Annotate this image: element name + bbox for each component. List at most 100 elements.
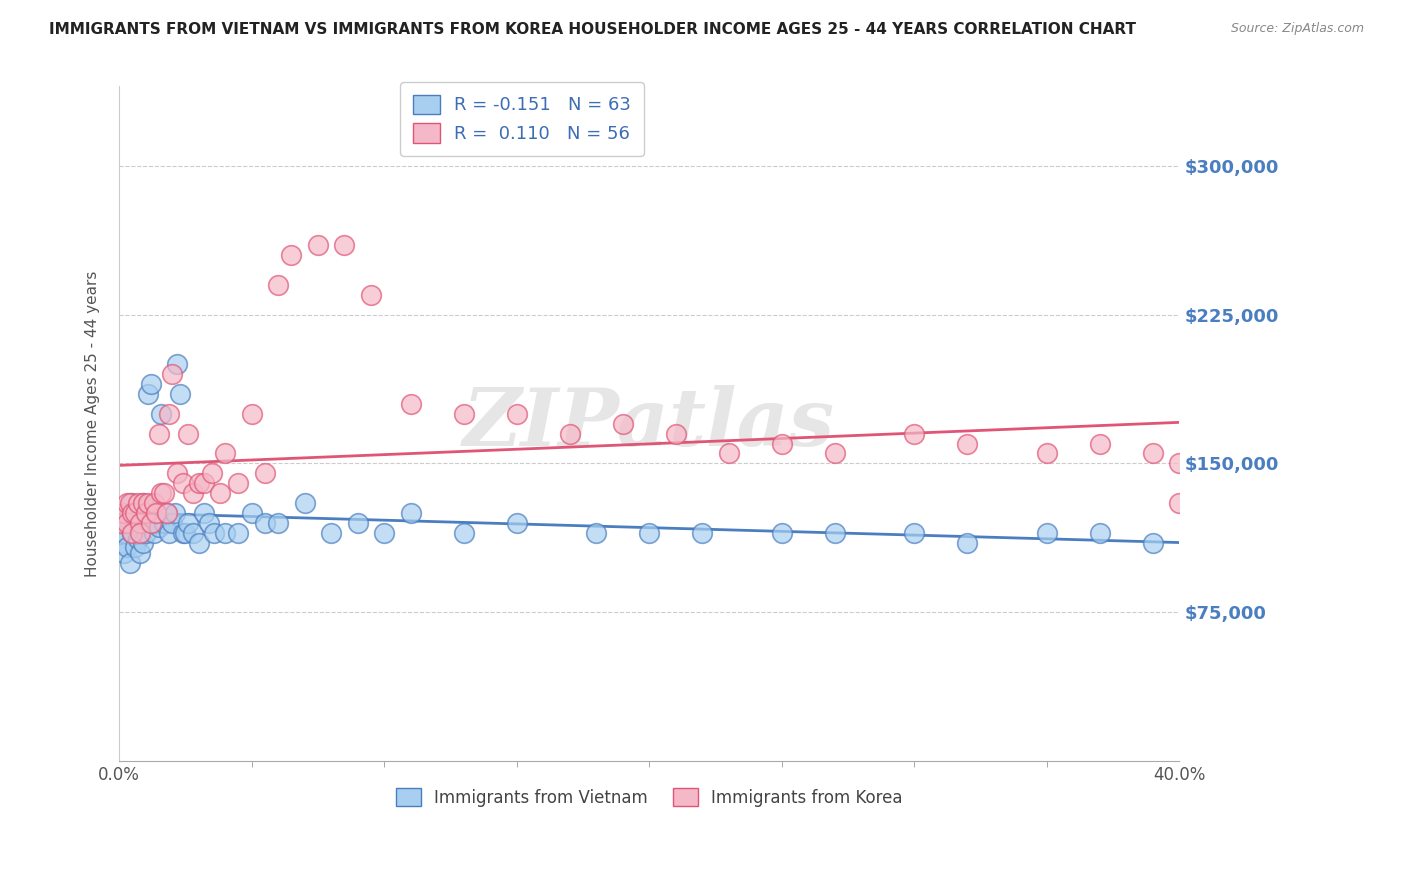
Point [214, 446, 236, 460]
Point [204, 525, 226, 540]
Point [145, 506, 167, 520]
Point [240, 407, 263, 421]
Point [956, 536, 979, 550]
Point [333, 238, 356, 252]
Point [253, 516, 276, 530]
Point [253, 467, 276, 481]
Point [118, 556, 141, 570]
Point [373, 525, 395, 540]
Point [280, 248, 302, 262]
Point [177, 516, 200, 530]
Point [121, 506, 143, 520]
Point [156, 506, 179, 520]
Point [240, 506, 263, 520]
Point [132, 536, 155, 550]
Point [118, 516, 141, 530]
Point [505, 516, 527, 530]
Point [136, 387, 159, 401]
Point [127, 532, 149, 546]
Point [160, 516, 183, 530]
Point [585, 525, 607, 540]
Point [142, 496, 165, 510]
Point [148, 520, 170, 534]
Point [612, 417, 634, 431]
Point [174, 525, 197, 540]
Point [135, 525, 157, 540]
Point [177, 426, 200, 441]
Point [124, 506, 146, 520]
Point [201, 467, 224, 481]
Point [1168, 457, 1191, 471]
Point [124, 540, 146, 554]
Point [228, 476, 250, 491]
Point [172, 525, 194, 540]
Point [121, 525, 143, 540]
Point [118, 496, 141, 510]
Point [112, 546, 135, 560]
Point [346, 516, 368, 530]
Point [453, 525, 475, 540]
Point [150, 407, 173, 421]
Point [166, 357, 188, 371]
Point [187, 536, 209, 550]
Point [214, 525, 236, 540]
Point [156, 506, 179, 520]
Point [824, 525, 846, 540]
Point [129, 546, 152, 560]
Point [824, 446, 846, 460]
Point [111, 516, 134, 530]
Point [638, 525, 661, 540]
Point [1142, 536, 1164, 550]
Point [228, 525, 250, 540]
Point [153, 486, 176, 500]
Point [136, 496, 159, 510]
Point [115, 496, 138, 510]
Point [166, 467, 188, 481]
Point [132, 496, 155, 510]
Point [127, 516, 149, 530]
Point [770, 436, 793, 450]
Point [139, 516, 162, 530]
Point [1168, 496, 1191, 510]
Point [150, 486, 173, 500]
Point [1088, 525, 1111, 540]
Point [139, 377, 162, 392]
Point [903, 525, 925, 540]
Point [319, 525, 342, 540]
Point [690, 525, 713, 540]
Point [1035, 525, 1057, 540]
Legend: Immigrants from Vietnam, Immigrants from Korea: Immigrants from Vietnam, Immigrants from… [389, 781, 910, 814]
Text: ZIPatlas: ZIPatlas [463, 385, 835, 462]
Text: IMMIGRANTS FROM VIETNAM VS IMMIGRANTS FROM KOREA HOUSEHOLDER INCOME AGES 25 - 44: IMMIGRANTS FROM VIETNAM VS IMMIGRANTS FR… [49, 22, 1136, 37]
Point [1088, 436, 1111, 450]
Point [307, 238, 329, 252]
Point [148, 426, 170, 441]
Point [111, 516, 134, 530]
Point [169, 387, 191, 401]
Point [193, 506, 215, 520]
Point [558, 426, 581, 441]
Point [112, 506, 135, 520]
Point [193, 476, 215, 491]
Point [121, 525, 143, 540]
Point [665, 426, 688, 441]
Point [115, 506, 138, 520]
Point [181, 486, 204, 500]
Point [129, 525, 152, 540]
Point [360, 287, 382, 301]
Point [903, 426, 925, 441]
Point [399, 397, 422, 411]
Point [157, 407, 180, 421]
Point [160, 367, 183, 381]
Point [267, 516, 290, 530]
Point [172, 476, 194, 491]
Point [145, 516, 167, 530]
Point [163, 506, 186, 520]
Point [135, 506, 157, 520]
Point [770, 525, 793, 540]
Point [181, 525, 204, 540]
Point [956, 436, 979, 450]
Point [115, 516, 138, 530]
Text: Source: ZipAtlas.com: Source: ZipAtlas.com [1230, 22, 1364, 36]
Point [267, 277, 290, 292]
